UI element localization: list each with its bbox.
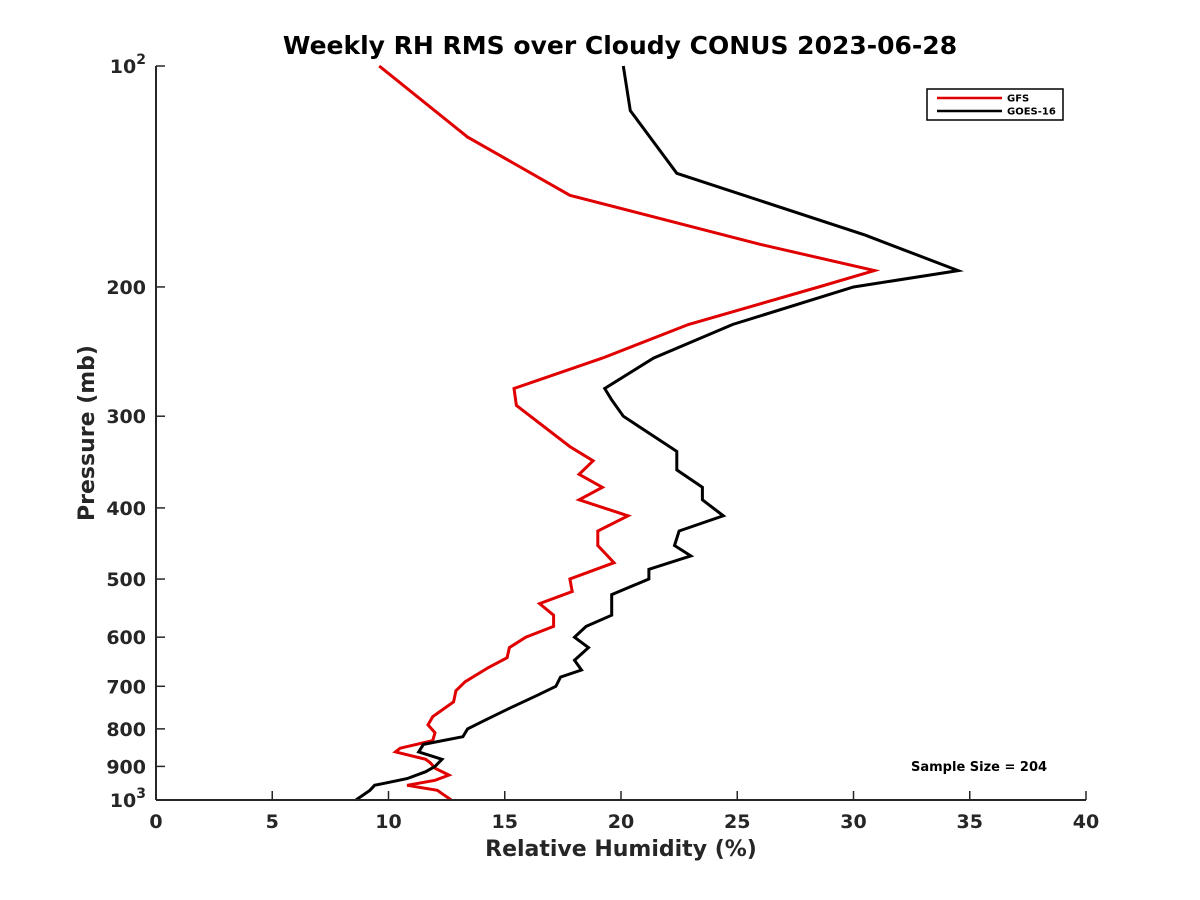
x-tick-label: 35 xyxy=(957,811,983,833)
y-tick-label: 300 xyxy=(106,406,146,428)
axes-background xyxy=(156,66,1086,800)
x-axis-ticks: 0 5 10 15 20 25 30 35 40 xyxy=(149,791,1099,833)
y-tick-label: 102 xyxy=(110,52,146,78)
chart-title: Weekly RH RMS over Cloudy CONUS 2023-06-… xyxy=(283,31,957,60)
y-tick-label: 800 xyxy=(106,719,146,741)
x-tick-label: 15 xyxy=(492,811,518,833)
x-tick-label: 25 xyxy=(724,811,750,833)
series-line-goes-16 xyxy=(355,65,964,802)
y-axis-label: Pressure (mb) xyxy=(75,345,100,521)
y-axis-ticks: 102 200 300 400 500 600 700 800 900 103 xyxy=(106,52,165,812)
y-tick-label: 500 xyxy=(106,569,146,591)
x-tick-label: 10 xyxy=(375,811,401,833)
legend-box xyxy=(926,88,1064,121)
plot-area: 0 5 10 15 20 25 30 35 40 102 200 300 400 500 600 700 80… xyxy=(106,52,1099,833)
y-tick-label: 400 xyxy=(106,498,146,520)
series-layer xyxy=(355,64,964,802)
legend-label-gfs: GFS xyxy=(1007,94,1029,105)
x-tick-label: 5 xyxy=(266,811,279,833)
x-tick-label: 0 xyxy=(149,811,162,833)
series-line-gfs xyxy=(378,64,881,802)
x-tick-label: 40 xyxy=(1073,811,1099,833)
legend: GFS GOES-16 xyxy=(926,88,1064,121)
x-tick-label: 30 xyxy=(840,811,866,833)
sample-size-annotation: Sample Size = 204 xyxy=(911,760,1047,775)
y-tick-label: 600 xyxy=(106,627,146,649)
y-tick-label: 900 xyxy=(106,756,146,778)
y-tick-label: 700 xyxy=(106,676,146,698)
y-tick-label: 103 xyxy=(110,786,146,812)
legend-label-goes16: GOES-16 xyxy=(1007,107,1056,118)
x-axis-label: Relative Humidity (%) xyxy=(485,837,757,862)
y-tick-label: 200 xyxy=(106,277,146,299)
x-tick-label: 20 xyxy=(608,811,634,833)
